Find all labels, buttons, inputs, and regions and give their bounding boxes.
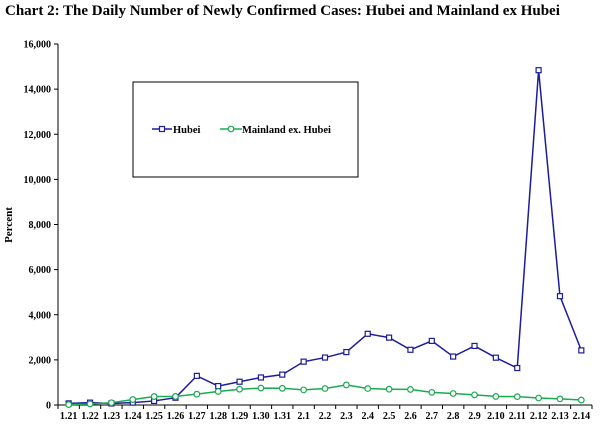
point-mainland-ex-hubei: [129, 396, 137, 403]
point-hubei: [492, 354, 499, 361]
point-hubei: [471, 342, 478, 350]
y-tick-label: 4,000: [29, 310, 52, 321]
point-mainland-ex-hubei: [107, 399, 115, 407]
point-hubei: [279, 371, 286, 378]
y-tick-label: 8,000: [29, 220, 52, 231]
x-tick-label: 2.2: [319, 411, 332, 422]
point-mainland-ex-hubei: [385, 385, 393, 393]
x-tick-label: 1.22: [81, 411, 99, 422]
point-mainland-ex-hubei: [278, 384, 286, 392]
chart-title: Chart 2: The Daily Number of Newly Confi…: [5, 3, 560, 19]
point-mainland-ex-hubei: [428, 388, 436, 396]
legend-box: [132, 81, 359, 178]
x-tick-label: 2.7: [426, 411, 439, 422]
point-hubei: [556, 293, 564, 300]
x-tick-label: 1.29: [231, 411, 249, 422]
point-hubei: [300, 358, 307, 365]
point-hubei: [578, 347, 585, 354]
y-tick-label: 12,000: [24, 130, 52, 141]
x-tick-label: 2.4: [361, 411, 374, 422]
x-tick-label: 2.10: [487, 411, 505, 422]
x-tick-label: 1.31: [274, 411, 292, 422]
point-mainland-ex-hubei: [172, 393, 179, 400]
point-hubei: [364, 330, 371, 337]
x-tick-label: 1.23: [103, 411, 121, 422]
point-mainland-ex-hubei: [150, 393, 158, 400]
x-tick-label: 2.1: [297, 411, 310, 422]
point-mainland-ex-hubei: [321, 385, 329, 392]
x-tick-label: 1.30: [252, 411, 270, 422]
series-layer: [65, 67, 585, 408]
point-hubei: [215, 382, 222, 390]
legend-label-mainland-ex-hubei: Mainland ex. Hubei: [242, 125, 331, 136]
legend-marker-mainland-ex-hubei: [227, 125, 235, 133]
point-mainland-ex-hubei: [86, 400, 94, 408]
point-mainland-ex-hubei: [65, 401, 73, 408]
legend-item-mainland-ex-hubei: Mainland ex. Hubei: [220, 125, 331, 136]
x-tick-label: 1.28: [209, 411, 227, 422]
x-tick-label: 1.27: [188, 411, 206, 422]
y-tick-label: 16,000: [24, 40, 52, 51]
point-hubei: [535, 67, 542, 74]
y-tick-label: 2,000: [29, 355, 52, 366]
x-tick-label: 2.9: [468, 411, 481, 422]
y-tick-label: 6,000: [29, 265, 52, 276]
point-hubei: [407, 346, 414, 353]
legend-marker-hubei: [158, 125, 166, 133]
point-mainland-ex-hubei: [535, 394, 542, 402]
point-hubei: [343, 348, 350, 356]
x-tick-label: 1.24: [124, 411, 142, 422]
x-tick-label: 2.13: [551, 411, 569, 422]
x-tick-label: 1.21: [60, 411, 78, 422]
legend: Hubei Mainland ex. Hubei: [132, 81, 359, 178]
axes: 0 2,000 4,000 6,000 8,000 10,000 12,000 14,000 1…: [24, 40, 593, 422]
y-axis-label: Percent: [3, 207, 15, 243]
point-mainland-ex-hubei: [449, 390, 457, 397]
point-hubei: [514, 364, 521, 372]
point-mainland-ex-hubei: [257, 384, 265, 392]
point-mainland-ex-hubei: [492, 393, 500, 400]
y-tick-label: 10,000: [24, 175, 52, 186]
point-hubei: [193, 372, 200, 379]
x-tick-label: 2.6: [404, 411, 417, 422]
y-tick-label: 0: [46, 401, 51, 412]
point-mainland-ex-hubei: [236, 385, 243, 393]
point-mainland-ex-hubei: [300, 386, 308, 394]
point-mainland-ex-hubei: [577, 396, 585, 404]
point-mainland-ex-hubei: [214, 388, 222, 395]
x-tick-label: 2.14: [573, 411, 591, 422]
point-hubei: [321, 354, 329, 361]
point-hubei: [236, 378, 243, 385]
x-tick-label: 1.26: [167, 411, 185, 422]
point-hubei: [428, 337, 435, 344]
point-hubei: [385, 334, 393, 341]
point-mainland-ex-hubei: [513, 393, 521, 401]
point-mainland-ex-hubei: [342, 381, 350, 389]
x-tick-label: 1.25: [145, 411, 163, 422]
x-tick-label: 2.11: [509, 411, 526, 422]
point-mainland-ex-hubei: [193, 390, 201, 398]
point-hubei: [257, 374, 265, 381]
point-hubei: [450, 353, 457, 360]
point-mainland-ex-hubei: [556, 395, 564, 403]
x-tick-label: 2.5: [383, 411, 396, 422]
x-tick-label: 2.12: [530, 411, 548, 422]
legend-item-hubei: Hubei: [152, 125, 201, 136]
point-mainland-ex-hubei: [407, 386, 414, 393]
y-tick-label: 14,000: [24, 85, 52, 96]
x-tick-label: 2.3: [340, 411, 353, 422]
x-tick-label: 2.8: [447, 411, 460, 422]
point-mainland-ex-hubei: [364, 385, 372, 392]
legend-label-hubei: Hubei: [173, 125, 201, 136]
point-mainland-ex-hubei: [471, 391, 478, 399]
